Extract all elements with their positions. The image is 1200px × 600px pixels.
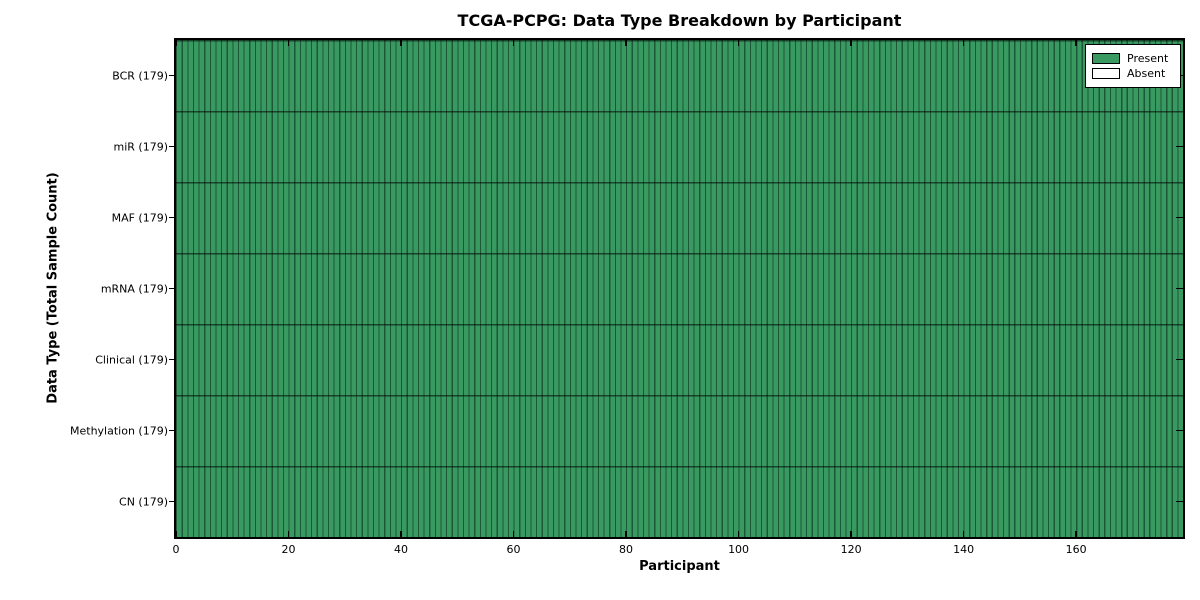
absent-swatch bbox=[1092, 68, 1120, 79]
y-tick-mark-left bbox=[169, 145, 176, 148]
x-tick-label: 120 bbox=[840, 543, 862, 556]
legend: Present Absent bbox=[1085, 44, 1181, 88]
y-tick-label: miR (179) bbox=[113, 140, 169, 153]
x-tick-mark-top bbox=[850, 40, 852, 46]
x-tick-mark-top bbox=[400, 40, 402, 46]
y-tick-mark-right bbox=[1176, 500, 1183, 503]
legend-label-present: Present bbox=[1127, 52, 1169, 65]
x-tick-mark-bottom bbox=[400, 531, 402, 537]
x-tick-label: 100 bbox=[728, 543, 750, 556]
x-tick-mark-top bbox=[287, 40, 290, 46]
y-tick-mark-right bbox=[1176, 145, 1183, 148]
chart-title: TCGA-PCPG: Data Type Breakdown by Partic… bbox=[457, 11, 902, 30]
x-tick-label: 0 bbox=[172, 543, 180, 556]
x-tick-mark-bottom bbox=[175, 531, 177, 537]
x-tick-label: 20 bbox=[281, 543, 296, 556]
legend-item-absent: Absent bbox=[1092, 68, 1174, 79]
y-tick-mark-left bbox=[169, 500, 176, 503]
y-tick-mark-left bbox=[169, 74, 176, 77]
y-tick-mark-right bbox=[1176, 216, 1183, 219]
y-tick-mark-right bbox=[1176, 429, 1183, 432]
x-tick-mark-top bbox=[175, 40, 177, 46]
y-tick-label: Clinical (179) bbox=[95, 353, 168, 366]
x-tick-mark-top bbox=[512, 40, 515, 46]
x-tick-mark-bottom bbox=[287, 531, 290, 537]
plot-area bbox=[174, 38, 1185, 539]
x-tick-mark-top bbox=[737, 40, 740, 46]
x-tick-mark-bottom bbox=[1075, 531, 1077, 537]
x-tick-mark-bottom bbox=[962, 531, 965, 537]
y-tick-label: mRNA (179) bbox=[100, 282, 168, 295]
x-tick-mark-top bbox=[625, 40, 627, 46]
y-tick-label: BCR (179) bbox=[112, 69, 168, 82]
x-tick-mark-bottom bbox=[512, 531, 515, 537]
x-tick-label: 80 bbox=[619, 543, 634, 556]
x-tick-mark-top bbox=[962, 40, 965, 46]
x-tick-mark-top bbox=[1075, 40, 1077, 46]
x-tick-mark-bottom bbox=[850, 531, 852, 537]
x-tick-label: 60 bbox=[506, 543, 521, 556]
y-tick-mark-right bbox=[1176, 358, 1183, 361]
present-swatch bbox=[1092, 53, 1120, 64]
x-tick-label: 160 bbox=[1065, 543, 1087, 556]
legend-item-present: Present bbox=[1092, 53, 1174, 64]
y-tick-mark-left bbox=[169, 216, 176, 219]
y-tick-label: CN (179) bbox=[119, 495, 168, 508]
x-axis-label: Participant bbox=[639, 559, 720, 574]
x-tick-label: 40 bbox=[394, 543, 409, 556]
y-tick-label: MAF (179) bbox=[111, 211, 168, 224]
y-tick-mark-right bbox=[1176, 287, 1183, 290]
y-tick-label: Methylation (179) bbox=[70, 424, 168, 437]
legend-label-absent: Absent bbox=[1127, 67, 1166, 80]
y-tick-mark-left bbox=[169, 287, 176, 290]
y-tick-mark-left bbox=[169, 429, 176, 432]
x-tick-label: 140 bbox=[953, 543, 975, 556]
y-tick-mark-left bbox=[169, 358, 176, 361]
x-tick-mark-bottom bbox=[737, 531, 740, 537]
x-tick-mark-bottom bbox=[625, 531, 627, 537]
